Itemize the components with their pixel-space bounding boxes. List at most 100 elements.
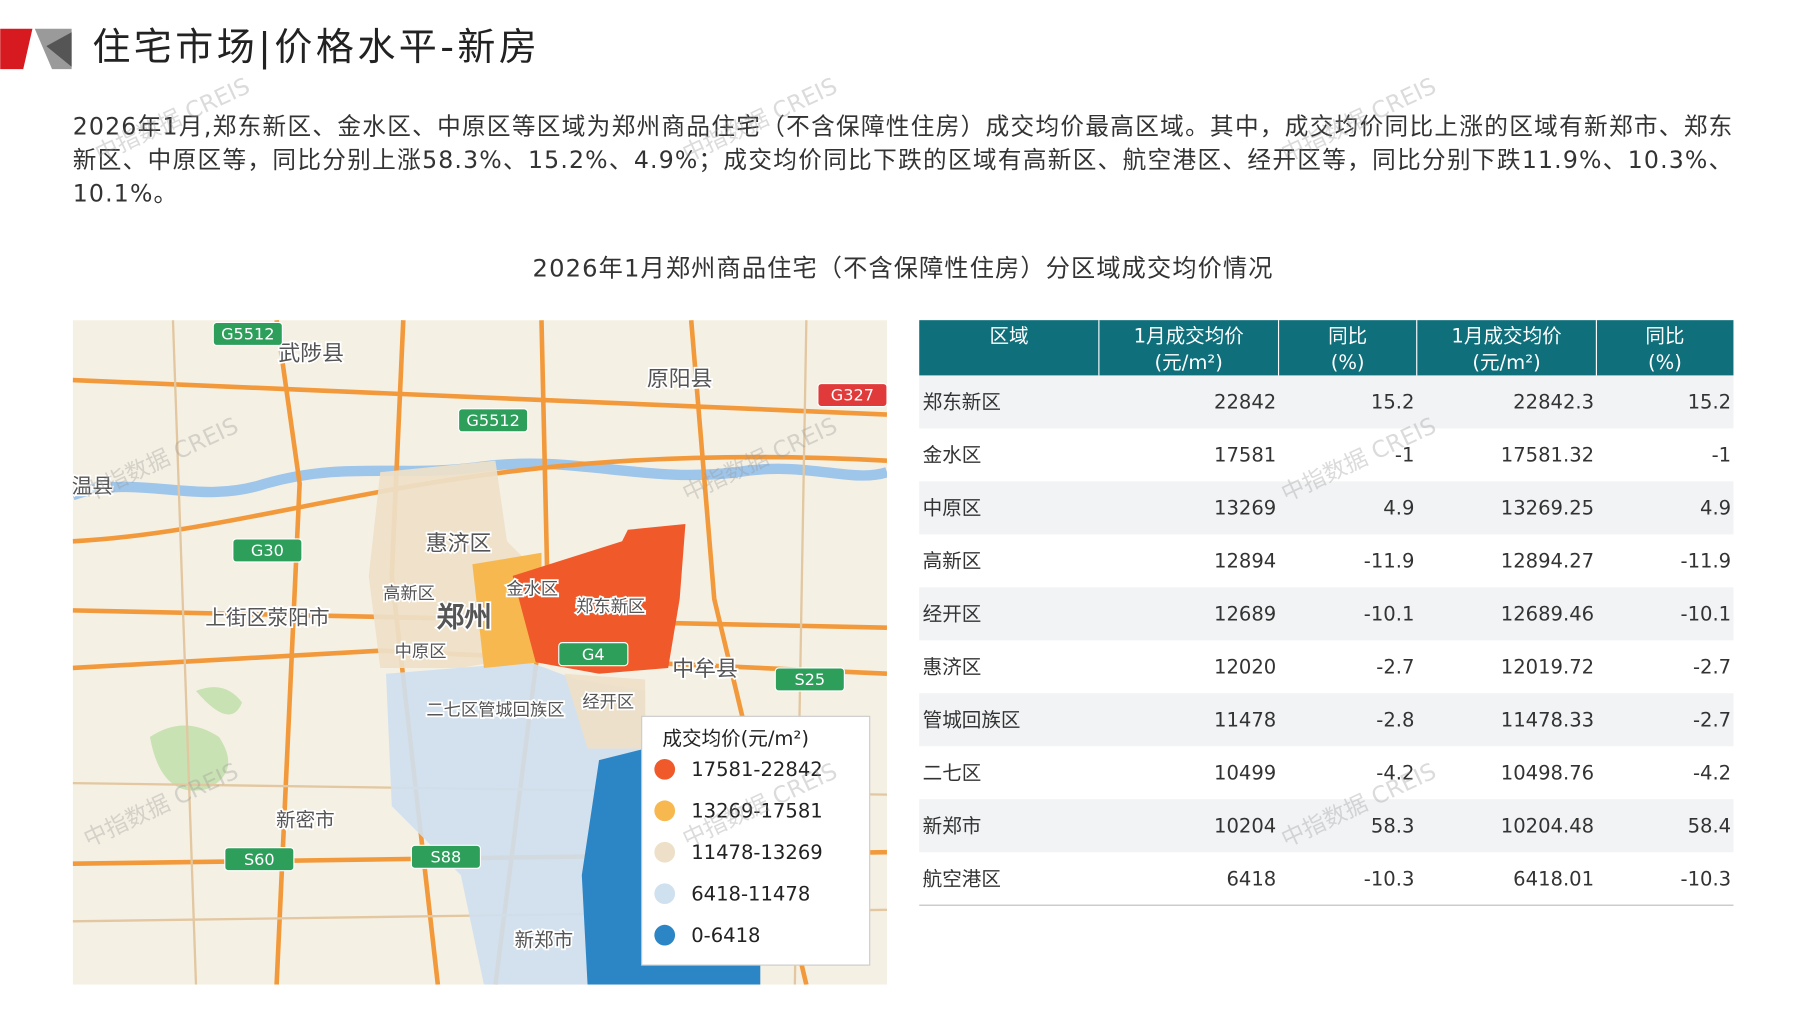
paragraph: 2026年1月,郑东新区、金水区、中原区等区域为郑州商品住宅（不含保障性住房）成… [72, 112, 1734, 208]
table-header-cell: 同比(%) [1328, 324, 1367, 373]
legend-swatch [654, 841, 676, 863]
table-cell: 4.9 [1700, 497, 1731, 520]
logo [0, 28, 33, 70]
table-cell: 惠济区 [923, 655, 982, 678]
table-cell: 12019.72 [1501, 655, 1594, 678]
map-label: 中原区 [395, 642, 447, 662]
table-cell: -11.9 [1681, 550, 1732, 573]
legend-label: 11478-13269 [691, 841, 823, 864]
table-header-bg [919, 320, 1734, 376]
map-label: 新郑市 [514, 928, 573, 951]
road-shield [457, 408, 529, 433]
table-row-bg [919, 693, 1734, 747]
map-label: 武陟县 [278, 342, 344, 367]
legend-swatch [654, 758, 676, 780]
green-area [149, 687, 243, 791]
table-cell: -10.1 [1364, 602, 1415, 625]
table-cell: 12689.46 [1501, 602, 1594, 625]
table-cell: 高新区 [923, 550, 982, 573]
paragraph-box: 2026年1月,郑东新区、金水区、中原区等区域为郑州商品住宅（不含保障性住房）成… [72, 112, 1734, 208]
map-label: 上街区荥阳市 [205, 605, 329, 629]
table-cell: 12894.27 [1501, 550, 1594, 573]
table-cell: -2.7 [1693, 708, 1731, 731]
legend: 17581-22842 13269-17581 11478-13269 6418-11… [654, 758, 823, 947]
table-cell: 10204 [1214, 814, 1276, 837]
table-cell: -2.8 [1376, 708, 1414, 731]
map-label: 郑东新区 [576, 597, 645, 617]
table-cell: 4.9 [1383, 497, 1414, 520]
table-header-cell: 区域 [989, 324, 1028, 347]
table-row-bg [919, 375, 1734, 429]
map-label: 金水区 [506, 580, 558, 600]
table-cell: 11478 [1214, 708, 1276, 731]
table-cell: 22842 [1214, 391, 1276, 414]
table-row-bg [919, 481, 1734, 535]
table-cell: 郑东新区 [923, 391, 1001, 414]
table-cell: -10.3 [1681, 867, 1732, 890]
table-cell: 58.3 [1371, 814, 1415, 837]
road-shield-label: G5512 [466, 411, 519, 430]
map-label: 惠济区 [426, 532, 492, 557]
road-shield-label: S88 [431, 847, 462, 866]
table-cell: -4.2 [1693, 761, 1731, 784]
table-cell: 17581.32 [1501, 444, 1594, 467]
table-cell: -10.3 [1364, 867, 1415, 890]
table-cell: 新郑市 [923, 814, 982, 837]
logo [46, 32, 72, 67]
legend-swatch [654, 924, 676, 946]
legend-swatch [654, 800, 676, 822]
road-shield [232, 538, 303, 563]
map-label: 高新区 [383, 584, 435, 604]
legend-box [641, 715, 871, 966]
table-cell: 10498.76 [1501, 761, 1594, 784]
road-shield [558, 642, 629, 667]
map-label: 原阳县 [647, 367, 713, 392]
map-label: 郑州 [437, 600, 492, 633]
road-shield-label: S60 [244, 850, 275, 869]
road-shield-label: G5512 [221, 325, 274, 344]
table-cell: -4.2 [1376, 761, 1414, 784]
legend-title: 成交均价(元/m²) [662, 727, 809, 750]
table-cell: 58.4 [1688, 814, 1732, 837]
table-cell: -10.1 [1681, 602, 1732, 625]
table-cell: -1 [1712, 444, 1732, 467]
region [564, 673, 646, 749]
road-shield [410, 844, 482, 869]
map-label: 温县 [72, 474, 113, 498]
table-cell: 金水区 [923, 444, 982, 467]
table-cell: 15.2 [1688, 391, 1732, 414]
legend-swatch [654, 883, 676, 905]
table-cell: 11478.33 [1501, 708, 1594, 731]
table-cell: 管城回族区 [923, 708, 1021, 731]
table-cell: 中原区 [923, 497, 982, 520]
table-cell: -2.7 [1376, 655, 1414, 678]
legend-label: 0-6418 [691, 924, 760, 947]
table-row-bg [919, 799, 1734, 853]
table-header-cell: 1月成交均价(元/m²) [1451, 324, 1561, 373]
table-cell: 6418 [1226, 867, 1276, 890]
table-header-cell: 1月成交均价(元/m²) [1134, 324, 1244, 373]
table-cell: 经开区 [923, 602, 982, 625]
table-cell: 6418.01 [1513, 867, 1594, 890]
table-cell: 二七区 [923, 761, 982, 784]
table-cell: 12020 [1214, 655, 1276, 678]
table-cell: 15.2 [1371, 391, 1415, 414]
road-shield-label: G327 [831, 386, 874, 405]
table-cell: -1 [1395, 444, 1415, 467]
table-cell: 12689 [1214, 602, 1276, 625]
legend-label: 13269-17581 [691, 799, 823, 822]
legend-label: 17581-22842 [691, 758, 823, 781]
map-label: 二七区管城回族区 [426, 701, 564, 721]
region [386, 662, 646, 985]
page-title: 住宅市场|价格水平-新房 [92, 25, 540, 70]
table: 区域 1月成交均价(元/m²) 同比(%) 1月成交均价(元/m²) 同比(%) 郑东新区… [919, 320, 1734, 906]
road-shield-label: G4 [582, 645, 605, 664]
table-cell: 22842.3 [1513, 391, 1594, 414]
table-row-bg [919, 587, 1734, 641]
table-cell: 10204.48 [1501, 814, 1594, 837]
legend-label: 6418-11478 [691, 882, 810, 905]
figure-title: 2026年1月郑州商品住宅（不含保障性住房）分区域成交均价情况 [533, 254, 1274, 282]
